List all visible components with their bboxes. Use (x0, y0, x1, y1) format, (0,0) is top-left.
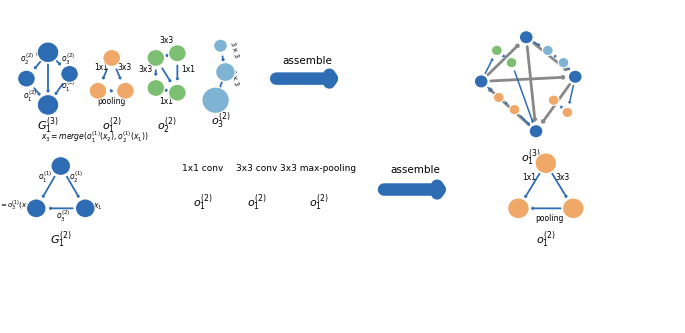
Circle shape (51, 157, 71, 175)
Circle shape (27, 199, 46, 218)
Text: $x_2=o_3^{(1)}(x_1)$: $x_2=o_3^{(1)}(x_1)$ (0, 198, 33, 213)
Text: $o_1^{(2)}$: $o_1^{(2)}$ (247, 192, 266, 213)
Text: 1x1: 1x1 (160, 97, 173, 106)
Circle shape (548, 95, 559, 106)
Text: 3x3 max-pooling: 3x3 max-pooling (280, 164, 357, 173)
Text: $o_3^{(2)}$: $o_3^{(2)}$ (55, 209, 70, 224)
Circle shape (558, 58, 569, 68)
Text: $o_3^{(2)}$: $o_3^{(2)}$ (60, 52, 75, 67)
Circle shape (103, 50, 121, 66)
Text: $o_1^{(2)}$: $o_1^{(2)}$ (193, 192, 212, 213)
Circle shape (493, 92, 504, 103)
Circle shape (562, 107, 573, 118)
Text: $o_2^{(2)}$: $o_2^{(2)}$ (157, 115, 177, 136)
Text: $x_1$: $x_1$ (93, 201, 103, 212)
Text: assemble: assemble (390, 165, 440, 174)
Circle shape (61, 66, 78, 82)
Circle shape (474, 75, 488, 88)
Circle shape (569, 70, 582, 83)
Text: 1x1 conv: 1x1 conv (182, 164, 223, 173)
Circle shape (543, 45, 553, 56)
Text: $o_1^{(3)}$: $o_1^{(3)}$ (521, 147, 541, 168)
Text: $o_1^{(2)}$: $o_1^{(2)}$ (309, 192, 328, 213)
Circle shape (147, 50, 164, 66)
Text: $G_1^{(2)}$: $G_1^{(2)}$ (50, 230, 72, 250)
Text: pooling: pooling (97, 97, 126, 106)
Text: $x_3 = \mathit{merge}(o_1^{(1)}(x_2),o_2^{(1)}(x_1))$: $x_3 = \mathit{merge}(o_1^{(1)}(x_2),o_2… (41, 130, 149, 145)
Text: 3x3 conv: 3x3 conv (236, 164, 277, 173)
Text: $o_1^{(2)}$: $o_1^{(2)}$ (23, 88, 38, 104)
Circle shape (216, 63, 235, 82)
Circle shape (18, 70, 35, 87)
Circle shape (519, 31, 533, 44)
Text: $o_2^{(2)}$: $o_2^{(2)}$ (21, 52, 34, 67)
Circle shape (530, 125, 543, 138)
Circle shape (169, 84, 186, 101)
Circle shape (147, 80, 164, 97)
Text: 1x1: 1x1 (94, 63, 108, 72)
Text: $3\times3$: $3\times3$ (227, 39, 241, 59)
Circle shape (169, 45, 186, 62)
Circle shape (508, 198, 530, 219)
Text: $o_1^{(2)}$: $o_1^{(2)}$ (102, 115, 121, 136)
Text: assemble: assemble (283, 56, 333, 66)
Circle shape (116, 82, 134, 99)
Circle shape (491, 45, 502, 56)
Text: 1x1: 1x1 (181, 65, 195, 74)
Text: 3x3: 3x3 (160, 36, 174, 45)
Circle shape (214, 39, 227, 52)
Circle shape (202, 87, 229, 114)
Text: $3\times3$: $3\times3$ (227, 68, 241, 87)
Circle shape (562, 198, 584, 219)
Text: 3x3: 3x3 (556, 173, 570, 182)
Text: $o_1^{(2)}$: $o_1^{(2)}$ (60, 79, 75, 94)
Text: $o_2^{(1)}$: $o_2^{(1)}$ (69, 169, 84, 184)
Circle shape (89, 82, 107, 99)
Text: $G_1^{(3)}$: $G_1^{(3)}$ (37, 115, 59, 136)
Circle shape (535, 153, 557, 173)
Text: $o_3^{(2)}$: $o_3^{(2)}$ (211, 110, 230, 131)
Text: pooling: pooling (536, 214, 564, 223)
Circle shape (506, 58, 517, 68)
Text: $o_3^{(2)}$: $o_3^{(2)}$ (35, 47, 49, 62)
Circle shape (75, 199, 95, 218)
Circle shape (509, 105, 520, 115)
Text: 1x1: 1x1 (522, 173, 536, 182)
Text: $o_1^{(1)}$: $o_1^{(1)}$ (38, 169, 52, 184)
Circle shape (37, 95, 59, 115)
Circle shape (37, 42, 59, 63)
Text: $o_1^{(2)}$: $o_1^{(2)}$ (536, 230, 556, 250)
Text: 3x3: 3x3 (117, 63, 132, 72)
Text: 3x3: 3x3 (139, 65, 153, 74)
